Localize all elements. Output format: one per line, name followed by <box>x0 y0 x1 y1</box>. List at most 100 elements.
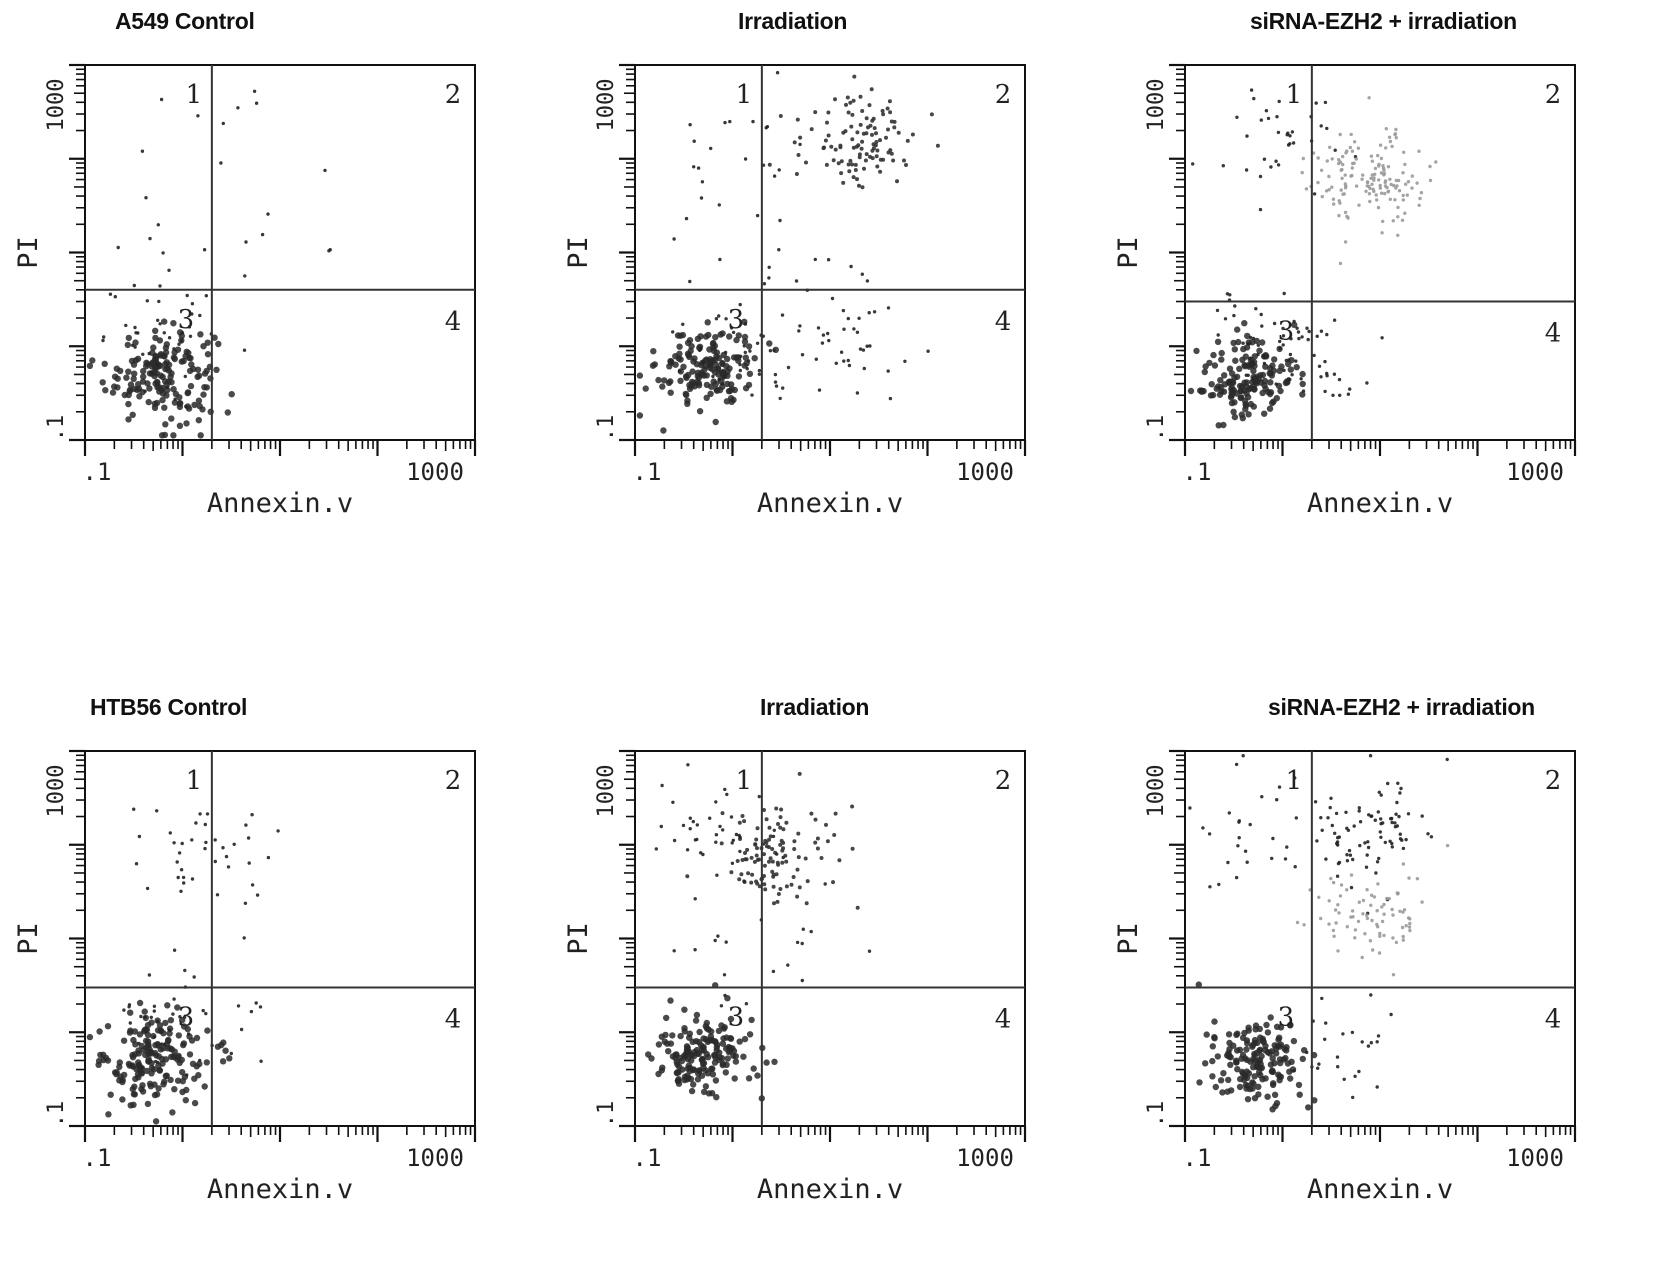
data-point <box>176 875 180 880</box>
data-point <box>152 1035 156 1039</box>
data-point <box>776 822 780 826</box>
data-point <box>823 138 828 143</box>
data-point <box>1267 1014 1274 1021</box>
data-point <box>1293 776 1297 780</box>
data-point <box>1250 1080 1257 1087</box>
data-point <box>935 143 940 148</box>
data-point <box>152 1118 160 1125</box>
data-point <box>755 846 759 851</box>
data-point <box>1365 888 1369 892</box>
data-point <box>1295 326 1299 330</box>
data-point <box>1366 1044 1371 1048</box>
data-point <box>869 87 874 92</box>
data-point <box>636 412 644 419</box>
data-point <box>176 394 183 401</box>
data-point <box>117 367 124 375</box>
data-point <box>874 140 879 144</box>
data-point <box>850 162 855 167</box>
data-point <box>684 216 689 221</box>
data-point <box>1382 168 1386 172</box>
data-point <box>1299 391 1306 398</box>
data-point <box>749 855 754 860</box>
data-point <box>1434 160 1438 164</box>
data-point <box>126 1029 134 1036</box>
x-axis-ticks <box>83 1126 477 1142</box>
data-point <box>244 240 248 244</box>
data-point <box>156 223 160 227</box>
data-point <box>705 331 712 339</box>
data-point <box>1361 912 1365 916</box>
data-point <box>128 1021 132 1025</box>
data-point <box>162 344 170 352</box>
data-point <box>1445 843 1450 848</box>
data-point <box>1401 171 1405 175</box>
cluster <box>1313 754 1449 915</box>
data-point <box>1327 899 1331 903</box>
data-point <box>775 71 780 75</box>
data-point <box>671 800 675 804</box>
data-point <box>157 1027 165 1034</box>
data-point <box>1399 786 1403 791</box>
data-point <box>129 411 136 418</box>
data-point <box>889 119 894 124</box>
data-point <box>1274 382 1278 386</box>
data-point <box>1226 365 1234 372</box>
data-point <box>707 390 714 397</box>
data-point <box>196 1060 203 1068</box>
quadrant-label: 2 <box>1545 80 1562 110</box>
data-point <box>1357 900 1361 904</box>
data-point <box>113 295 118 299</box>
data-point <box>1328 145 1332 149</box>
data-point <box>1408 917 1412 921</box>
data-point <box>845 95 850 100</box>
data-point <box>1221 381 1228 388</box>
quadrant-label: 3 <box>1278 317 1295 347</box>
data-point <box>1398 791 1402 795</box>
data-point <box>1228 370 1236 377</box>
data-point <box>1258 174 1263 179</box>
data-point <box>131 370 138 377</box>
data-point <box>1305 1050 1309 1055</box>
data-point <box>171 399 179 406</box>
data-point <box>1255 1063 1262 1071</box>
data-point <box>686 353 693 361</box>
data-point <box>260 232 265 237</box>
data-point <box>247 861 251 865</box>
data-point <box>1195 981 1202 988</box>
data-point <box>1382 173 1386 177</box>
data-point <box>1346 828 1351 832</box>
data-point <box>1337 213 1341 218</box>
data-point <box>710 378 717 385</box>
flow-cytometry-plot: 1 2 3 4 .1 1000 .1 1000 Annexin.v PI <box>1113 749 1577 1205</box>
data-point <box>182 1097 189 1104</box>
y-axis-label: PI <box>563 236 594 269</box>
data-point <box>1343 182 1347 186</box>
data-point <box>1341 154 1345 159</box>
data-point <box>1357 1069 1361 1074</box>
data-point <box>1273 1100 1281 1107</box>
data-point <box>1233 304 1237 308</box>
y-tick-label: .1 <box>1144 1101 1169 1128</box>
data-point <box>1332 372 1337 376</box>
data-point <box>120 1037 128 1044</box>
quadrant-label: 1 <box>1286 766 1303 796</box>
flow-cytometry-plot: 1 2 3 4 .1 1000 .1 1000 Annexin.v PI <box>563 63 1027 519</box>
data-point <box>1331 928 1336 933</box>
data-point <box>813 257 817 262</box>
data-point <box>776 862 781 867</box>
data-point <box>743 157 748 161</box>
data-point <box>855 905 860 910</box>
data-point <box>170 320 177 327</box>
data-point <box>131 1028 139 1035</box>
data-point <box>1250 367 1257 375</box>
data-point <box>99 379 106 386</box>
data-point <box>1394 127 1398 132</box>
data-point <box>748 349 752 353</box>
data-point <box>839 350 844 354</box>
data-point <box>1288 134 1292 138</box>
data-point <box>842 327 846 331</box>
data-point <box>711 1059 719 1066</box>
data-point <box>849 124 854 129</box>
data-point <box>250 813 254 817</box>
data-point <box>1383 184 1388 188</box>
